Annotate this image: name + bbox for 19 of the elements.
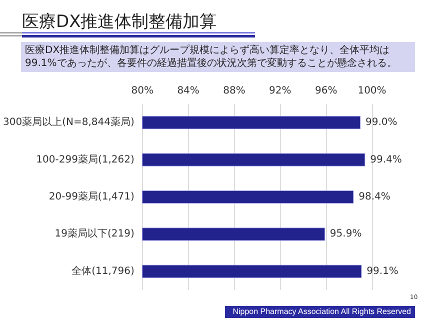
y-tick-label: 100-299薬局(1,262): [36, 153, 134, 166]
text: Nippon Pharmacy Association All Rights Reserved: [224, 306, 415, 318]
data-label: 99.0%: [366, 117, 398, 128]
chart-subtitle: 医療DX推進体制整備加算はグループ規模によらず高い算定率となり、全体平均は99.1%であったが、各要件の経過措置後の状況次第で変動することが懸念される。: [21, 42, 415, 72]
data-label: 99.4%: [370, 154, 402, 166]
data-label: 98.4%: [358, 192, 390, 202]
y-tick-label: 19薬局以下(219): [54, 228, 134, 240]
data-label: 95.9%: [330, 228, 362, 240]
y-tick-label: 20-99薬局(1,471): [48, 190, 134, 202]
data-label: 99.1%: [366, 266, 398, 277]
x-tick-label: 92%: [269, 86, 292, 96]
y-tick-label: 300薬局以上(N=8,844薬局): [2, 116, 134, 128]
x-tick-label: 100%: [358, 86, 386, 96]
x-tick-label: 84%: [177, 86, 200, 96]
y-tick-label: 全体(11,796): [72, 264, 134, 277]
x-tick-label: 96%: [314, 86, 338, 96]
x-tick-label: 80%: [131, 86, 154, 96]
chart-title: 医療DX推進体制整備加算: [22, 11, 217, 33]
x-tick-label: 88%: [223, 86, 246, 96]
